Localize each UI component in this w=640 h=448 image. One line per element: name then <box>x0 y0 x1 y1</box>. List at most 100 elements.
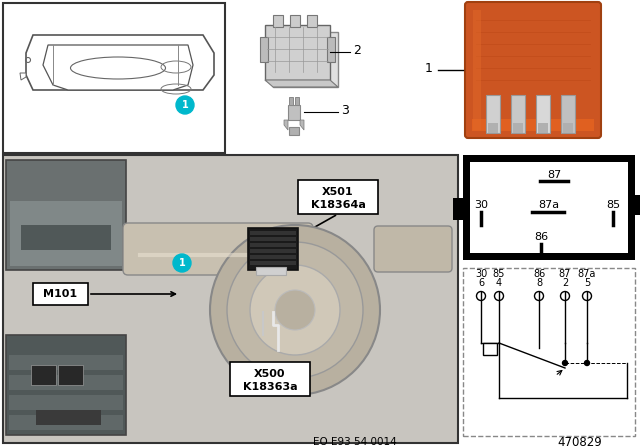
Bar <box>288 105 300 120</box>
Text: 87a: 87a <box>538 200 559 210</box>
Polygon shape <box>265 80 338 87</box>
Bar <box>470 162 628 253</box>
Polygon shape <box>26 35 214 90</box>
Circle shape <box>561 292 570 301</box>
Bar <box>463 268 635 436</box>
Bar <box>250 261 296 265</box>
Text: 30: 30 <box>475 269 487 279</box>
Bar <box>298 180 378 214</box>
Bar <box>31 365 56 385</box>
Bar <box>9 415 123 430</box>
Text: 1: 1 <box>179 258 186 268</box>
Text: 4: 4 <box>496 278 502 288</box>
Text: 2: 2 <box>353 43 361 56</box>
Polygon shape <box>43 45 193 90</box>
Text: 87: 87 <box>547 170 561 180</box>
Text: K18364a: K18364a <box>310 200 365 210</box>
Polygon shape <box>20 73 26 80</box>
Bar <box>561 95 575 133</box>
Bar <box>3 3 225 153</box>
Bar <box>453 198 465 220</box>
Bar <box>256 267 286 275</box>
Polygon shape <box>284 120 288 130</box>
Bar <box>248 228 298 270</box>
Bar <box>33 283 88 305</box>
Bar <box>483 343 497 355</box>
Circle shape <box>176 96 194 114</box>
Bar <box>290 15 300 27</box>
Circle shape <box>495 292 504 301</box>
Bar <box>463 155 635 260</box>
Circle shape <box>275 290 315 330</box>
Bar <box>6 160 126 270</box>
Circle shape <box>173 254 191 272</box>
Bar <box>633 195 640 215</box>
Text: M101: M101 <box>43 289 77 299</box>
Bar <box>9 375 123 390</box>
Bar <box>538 123 548 133</box>
Bar <box>10 201 122 266</box>
Bar <box>327 37 335 62</box>
Circle shape <box>250 265 340 355</box>
Text: 87a: 87a <box>578 269 596 279</box>
Text: X500: X500 <box>254 369 285 379</box>
Bar <box>486 95 500 133</box>
Bar <box>9 355 123 370</box>
Circle shape <box>477 292 486 301</box>
Bar <box>307 15 317 27</box>
Ellipse shape <box>70 57 166 79</box>
Bar <box>473 10 481 130</box>
Text: 87: 87 <box>559 269 571 279</box>
Bar <box>511 95 525 133</box>
Bar <box>536 95 550 133</box>
Text: 3: 3 <box>341 103 349 116</box>
FancyBboxPatch shape <box>465 2 601 138</box>
Text: K18363a: K18363a <box>243 382 298 392</box>
Circle shape <box>584 361 589 366</box>
Bar <box>230 362 310 396</box>
Text: 470829: 470829 <box>557 435 602 448</box>
Bar <box>488 123 498 133</box>
Text: 2: 2 <box>562 278 568 288</box>
Bar <box>58 365 83 385</box>
Text: 86: 86 <box>534 232 548 242</box>
Polygon shape <box>300 120 304 130</box>
Bar <box>250 243 296 247</box>
Bar <box>513 123 523 133</box>
Text: 1: 1 <box>182 100 188 110</box>
Text: 5: 5 <box>584 278 590 288</box>
Circle shape <box>534 292 543 301</box>
Text: 85: 85 <box>493 269 505 279</box>
Bar <box>21 225 111 250</box>
Bar <box>273 15 283 27</box>
Bar <box>289 127 299 135</box>
Bar <box>295 97 299 105</box>
Circle shape <box>210 225 380 395</box>
Circle shape <box>227 242 363 378</box>
Text: 86: 86 <box>533 269 545 279</box>
Text: 6: 6 <box>478 278 484 288</box>
Bar <box>250 249 296 253</box>
Text: 8: 8 <box>536 278 542 288</box>
Circle shape <box>582 292 591 301</box>
Bar <box>273 32 338 87</box>
Bar <box>472 119 594 131</box>
FancyBboxPatch shape <box>374 226 452 272</box>
Bar <box>9 395 123 410</box>
Text: 30: 30 <box>474 200 488 210</box>
Bar <box>250 237 296 241</box>
Text: X501: X501 <box>322 187 354 197</box>
Bar <box>250 255 296 259</box>
Circle shape <box>563 361 568 366</box>
Text: 1: 1 <box>425 61 433 74</box>
Text: 85: 85 <box>606 200 620 210</box>
Bar <box>289 97 293 105</box>
Bar <box>250 231 296 235</box>
Bar <box>563 123 573 133</box>
FancyBboxPatch shape <box>123 223 313 275</box>
Bar <box>265 25 330 80</box>
Text: EO E93 54 0014: EO E93 54 0014 <box>313 437 397 447</box>
Bar <box>3 155 458 443</box>
Bar <box>260 37 268 62</box>
Bar <box>6 335 126 435</box>
